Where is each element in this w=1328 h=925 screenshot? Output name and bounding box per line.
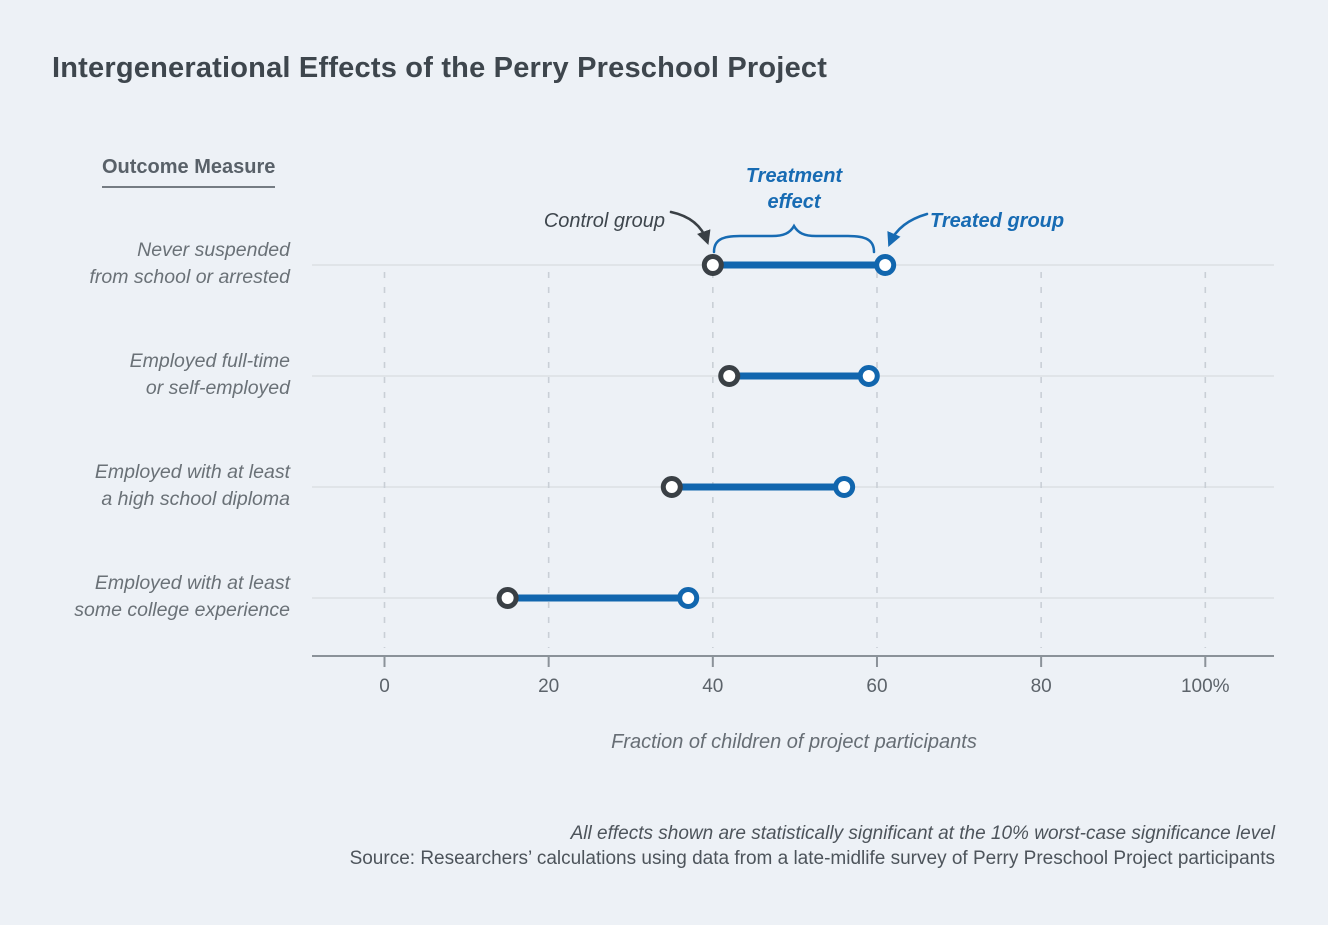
x-tick-label: 80 — [1031, 676, 1052, 697]
row-label-line: Employed full-time — [129, 350, 290, 372]
control-group-annotation: Control group — [543, 210, 665, 232]
treatment-effect-line2: effect — [767, 191, 821, 213]
control-group-arrow — [669, 210, 711, 246]
treatment-effect-line1: Treatment — [745, 165, 843, 187]
row-label-line: Never suspended — [137, 239, 290, 261]
control-dot — [660, 476, 683, 498]
row-label-line: from school or arrested — [89, 265, 291, 288]
source-note: Source: Researchers’ calculations using … — [349, 848, 1275, 869]
x-tick-label: 20 — [538, 676, 559, 697]
x-tick-label: 60 — [866, 676, 887, 697]
x-tick-label: 40 — [702, 676, 723, 697]
row-label-line: a high school diploma — [101, 487, 290, 510]
control-dot — [496, 587, 519, 609]
row-label-line: or self-employed — [145, 376, 290, 399]
row-label-line: some college experience — [74, 598, 290, 621]
treated-group-annotation: Treated group — [930, 210, 1065, 232]
row-label-line: Employed with at least — [94, 572, 290, 594]
row-label: Employed full-time or self-employed — [0, 348, 290, 401]
treated-dot — [677, 587, 700, 609]
treatment-effect-annotation: Treatment effect — [684, 163, 904, 215]
control-dot — [718, 365, 741, 387]
row-label-line: Employed with at least — [94, 461, 290, 483]
control-dot — [701, 254, 724, 276]
chart-title: Intergenerational Effects of the Perry P… — [52, 52, 828, 84]
treated-group-arrow — [887, 212, 929, 247]
treated-dot — [857, 365, 880, 387]
x-tick-label: 0 — [379, 676, 390, 697]
x-tick-label: 100% — [1181, 676, 1230, 697]
significance-note: All effects shown are statistically sign… — [570, 823, 1275, 844]
treated-dot — [874, 254, 897, 276]
treatment-effect-brace — [712, 223, 876, 254]
x-axis-title: Fraction of children of project particip… — [611, 731, 977, 753]
row-label: Employed with at least some college exper… — [0, 570, 290, 623]
row-label: Never suspended from school or arrested — [0, 237, 291, 290]
outcome-measure-header: Outcome Measure — [102, 156, 276, 188]
row-label: Employed with at least a high school dipl… — [0, 459, 290, 512]
treated-dot — [833, 476, 856, 498]
